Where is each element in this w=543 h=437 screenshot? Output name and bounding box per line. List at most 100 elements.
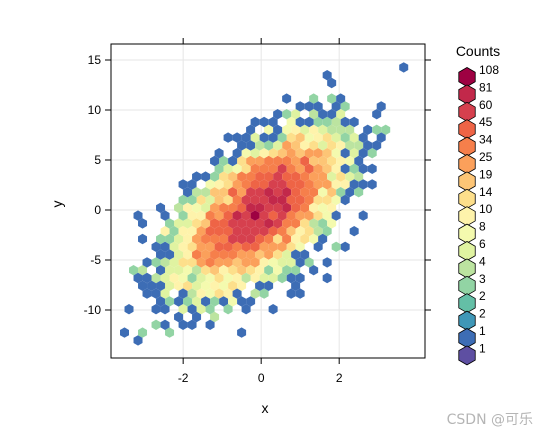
hexbin-cell <box>376 101 386 112</box>
hexbin-cell <box>214 226 224 237</box>
hexbin-cell <box>331 194 341 206</box>
y-tick-label: 5 <box>94 153 101 167</box>
hexbin-cell <box>250 210 260 221</box>
hexbin-cell <box>340 148 350 159</box>
hexbin-cell <box>237 187 247 198</box>
hexbin-cell <box>210 187 220 198</box>
hexbin-cell <box>223 210 233 221</box>
hexbin-cell <box>277 194 287 206</box>
hexbin-cell <box>358 210 368 221</box>
hexbin-cell <box>219 280 229 291</box>
hexbin-cell <box>210 202 220 213</box>
hexbin-cell <box>142 257 152 268</box>
hexbin-cell <box>151 319 161 330</box>
hexbin-cell <box>201 218 211 229</box>
hexbin-cell <box>345 155 355 167</box>
legend-label: 2 <box>479 307 486 321</box>
hexbin-cell <box>228 202 238 213</box>
x-tick-label: 2 <box>336 371 343 385</box>
hexbin-cell <box>354 171 364 182</box>
legend-label: 60 <box>479 98 493 112</box>
hexbin-cell <box>196 226 206 237</box>
hexbin-cell <box>205 241 215 252</box>
hexbin-cell <box>201 202 211 213</box>
hexbin-cell <box>345 171 355 182</box>
hexbin-cell <box>210 280 220 291</box>
hexbin-cell <box>291 249 301 260</box>
hexbin-cell <box>322 70 332 81</box>
hexbin-cell <box>165 327 175 338</box>
hexbin-cell <box>133 272 143 284</box>
hexbin-cell <box>304 116 314 128</box>
hexbin-cell <box>327 109 337 120</box>
hexbin-cell <box>268 257 278 268</box>
hexbin-cell <box>165 280 175 291</box>
hexbin-cell <box>331 132 341 143</box>
hexbin-cell <box>327 124 337 135</box>
hexbin-cell <box>246 171 256 182</box>
hexbin-cell <box>309 218 319 229</box>
hexbin-cell <box>259 226 269 237</box>
hexbin-cell <box>178 179 188 190</box>
legend-swatch <box>458 171 476 192</box>
hexbin-cell <box>336 171 346 182</box>
hexbin-cell <box>214 210 224 221</box>
hexbin-cell <box>268 148 278 159</box>
hexbin-cell <box>192 171 202 182</box>
hexbin-cell <box>273 265 283 276</box>
hexbin-cell <box>286 226 296 237</box>
hexbin-cell <box>340 179 350 190</box>
hexbin-cell <box>138 327 148 338</box>
hexbin-cell <box>322 148 332 159</box>
hexbin-cell <box>268 226 278 237</box>
hexbin-cell <box>322 272 332 284</box>
hexbin-cell <box>255 187 265 198</box>
hexbin-cell <box>264 171 274 182</box>
hexbin-cell <box>196 288 206 299</box>
hexbin-cell <box>331 148 341 159</box>
x-tick-label: -2 <box>178 371 189 385</box>
hexbin-cell <box>232 272 242 284</box>
hexbin-cell <box>268 272 278 284</box>
hexbin-cell <box>250 148 260 159</box>
hexbin-cell <box>232 194 242 206</box>
hexbin-cell <box>120 327 130 338</box>
hexbin-cell <box>201 265 211 276</box>
hexbin-cell <box>138 233 148 245</box>
hexbin-cell <box>246 233 256 245</box>
hexbin-cell <box>286 163 296 174</box>
hexbin-cell <box>295 163 305 174</box>
legend-label: 6 <box>479 237 486 251</box>
hexbin-cell <box>259 210 269 221</box>
hexbin-cell <box>228 249 238 260</box>
legend-swatch <box>458 188 476 209</box>
hexbin-cell <box>241 179 251 190</box>
hexbin-cell <box>151 272 161 284</box>
hexbin-cell <box>232 179 242 190</box>
hexbin-cell <box>268 132 278 143</box>
hexbin-cell <box>291 265 301 276</box>
hexbin-cell <box>187 257 197 268</box>
hexbin-cell <box>291 140 301 151</box>
hexbin-cell <box>174 202 184 213</box>
hexbin-cell <box>250 116 260 128</box>
hexbin-cell <box>250 288 260 299</box>
hexbin-cell <box>295 179 305 190</box>
hexbin-cell <box>291 171 301 182</box>
hexbin-cell <box>309 202 319 213</box>
legend-label: 108 <box>479 63 499 77</box>
hexbin-cell <box>156 265 166 276</box>
hexbin-cell <box>309 124 319 135</box>
hexbin-cell <box>183 265 193 276</box>
hexbin-cell <box>255 249 265 260</box>
hexbin-cell <box>345 124 355 135</box>
hexbin-cell <box>300 140 310 151</box>
hexbin-cell <box>138 265 148 276</box>
hexbin-cell <box>192 280 202 291</box>
hexbin-cell <box>223 194 233 206</box>
hexbin-cell <box>358 179 368 190</box>
hexbin-cell <box>214 148 224 159</box>
hexbin-cell <box>156 296 166 307</box>
hexbin-cell <box>174 296 184 307</box>
